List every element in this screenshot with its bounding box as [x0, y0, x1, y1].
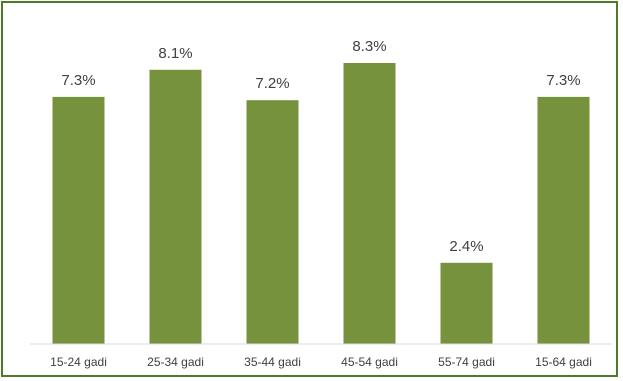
data-label-4: 2.4%	[449, 238, 483, 255]
data-label-2: 7.2%	[255, 75, 289, 92]
bar-4	[440, 262, 493, 345]
bar-5	[537, 96, 590, 345]
data-label-3: 8.3%	[352, 38, 386, 55]
x-tick-label-5: 15-64 gadi	[535, 355, 592, 369]
x-tick-labels-group: 15-24 gadi 25-34 gadi 35-44 gadi 45-54 gadi…	[50, 355, 592, 369]
bar-2	[246, 100, 299, 344]
data-label-1: 8.1%	[158, 45, 192, 62]
x-tick-label-2: 35-44 gadi	[244, 355, 301, 369]
bar-0	[52, 96, 105, 345]
bars-group	[52, 63, 590, 345]
data-label-5: 7.3%	[546, 72, 580, 89]
x-tick-label-0: 15-24 gadi	[50, 355, 107, 369]
bar-1	[149, 69, 202, 345]
x-tick-label-4: 55-74 gadi	[438, 355, 495, 369]
data-labels-group: 7.3% 8.1% 7.2% 8.3% 2.4% 7.3%	[61, 38, 580, 255]
x-tick-label-3: 45-54 gadi	[341, 355, 398, 369]
x-tick-label-1: 25-34 gadi	[147, 355, 204, 369]
bar-3	[343, 63, 396, 344]
data-label-0: 7.3%	[61, 72, 95, 89]
